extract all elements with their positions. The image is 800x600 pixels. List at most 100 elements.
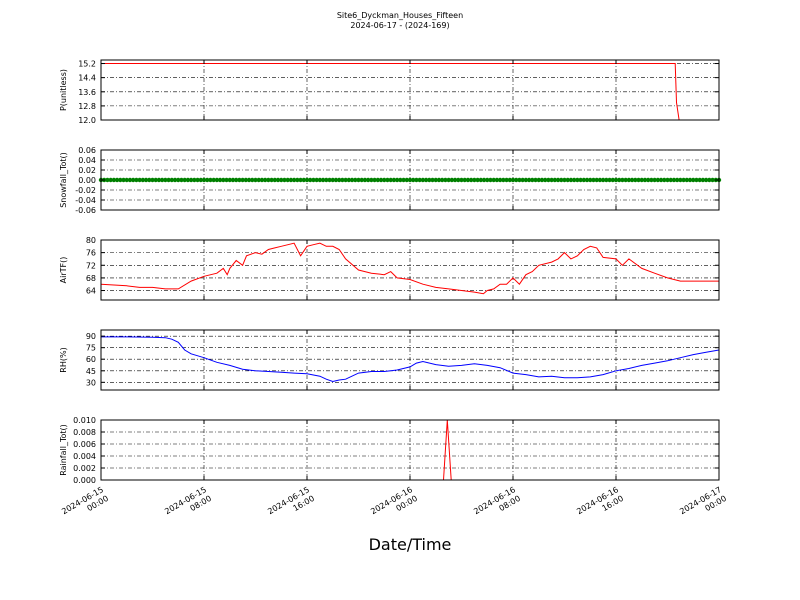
data-point [108, 177, 113, 183]
data-point [517, 177, 522, 183]
data-point [295, 177, 300, 183]
data-point [478, 177, 484, 183]
data-point [581, 177, 587, 183]
data-point [320, 177, 326, 183]
data-point [130, 177, 136, 183]
data-point [317, 177, 323, 183]
data-point [674, 177, 680, 183]
data-point [378, 177, 384, 183]
y-tick-label: 0.004 [73, 452, 96, 461]
data-point [452, 177, 458, 183]
data-point [591, 177, 596, 183]
data-point [568, 177, 574, 183]
x-axis-label: Date/Time [369, 535, 452, 554]
data-point [166, 177, 171, 183]
data-point [214, 177, 220, 183]
y-tick-label: 90 [86, 332, 96, 341]
data-point [372, 177, 377, 183]
data-point [533, 177, 538, 183]
data-point [617, 177, 622, 183]
data-point [639, 177, 644, 183]
data-point [156, 177, 162, 183]
data-point [536, 177, 541, 183]
data-point [233, 177, 239, 183]
data-point [539, 177, 545, 183]
data-point [436, 177, 442, 183]
data-point [439, 177, 445, 183]
data-point [427, 177, 432, 183]
data-point [665, 177, 670, 183]
data-point [314, 177, 319, 183]
data-point [237, 177, 242, 183]
data-point [491, 177, 496, 183]
data-point [230, 177, 236, 183]
data-point [526, 177, 532, 183]
data-point [333, 177, 339, 183]
data-point [414, 177, 419, 183]
data-point [703, 177, 709, 183]
data-point [671, 177, 677, 183]
data-point [385, 177, 390, 183]
y-axis-label: P(unitless) [59, 69, 68, 111]
data-point [118, 177, 123, 183]
data-point [369, 177, 374, 183]
data-point [365, 177, 371, 183]
data-point [192, 177, 197, 183]
data-point [604, 177, 609, 183]
data-point [343, 177, 348, 183]
data-point [272, 177, 278, 183]
data-point [633, 177, 638, 183]
data-point [143, 177, 149, 183]
data-point [626, 177, 632, 183]
data-point [243, 177, 249, 183]
data-point [134, 177, 139, 183]
y-tick-label: 76 [86, 249, 96, 258]
data-point [330, 177, 335, 183]
data-point [201, 177, 207, 183]
data-point [707, 177, 712, 183]
data-point [394, 177, 400, 183]
data-point [697, 177, 702, 183]
data-point [623, 177, 628, 183]
y-axis-label: Snowfall_Tot() [59, 152, 68, 208]
data-point [346, 177, 352, 183]
data-point [678, 177, 683, 183]
data-point [301, 177, 306, 183]
data-point [114, 177, 120, 183]
data-point [652, 177, 657, 183]
data-point [571, 177, 577, 183]
data-point [449, 177, 455, 183]
data-point [575, 177, 580, 183]
data-point [137, 177, 142, 183]
data-point [443, 177, 448, 183]
y-tick-label: 0.006 [73, 440, 96, 449]
data-point [642, 177, 648, 183]
data-point [288, 177, 294, 183]
data-point [169, 177, 175, 183]
y-tick-label: 0.02 [78, 166, 96, 175]
data-point [510, 177, 516, 183]
data-point [298, 177, 303, 183]
data-point [523, 177, 529, 183]
data-point [198, 177, 203, 183]
y-tick-label: 80 [86, 236, 96, 245]
data-point [266, 177, 271, 183]
data-point [636, 177, 641, 183]
data-point [700, 177, 706, 183]
data-point [356, 177, 361, 183]
data-point [462, 177, 467, 183]
data-point [658, 177, 664, 183]
data-point [124, 177, 129, 183]
y-tick-label: 45 [86, 367, 96, 376]
data-point [507, 177, 512, 183]
y-axis-label: Rainfall_Tot() [59, 424, 68, 476]
data-point [472, 177, 477, 183]
data-point [485, 177, 490, 183]
